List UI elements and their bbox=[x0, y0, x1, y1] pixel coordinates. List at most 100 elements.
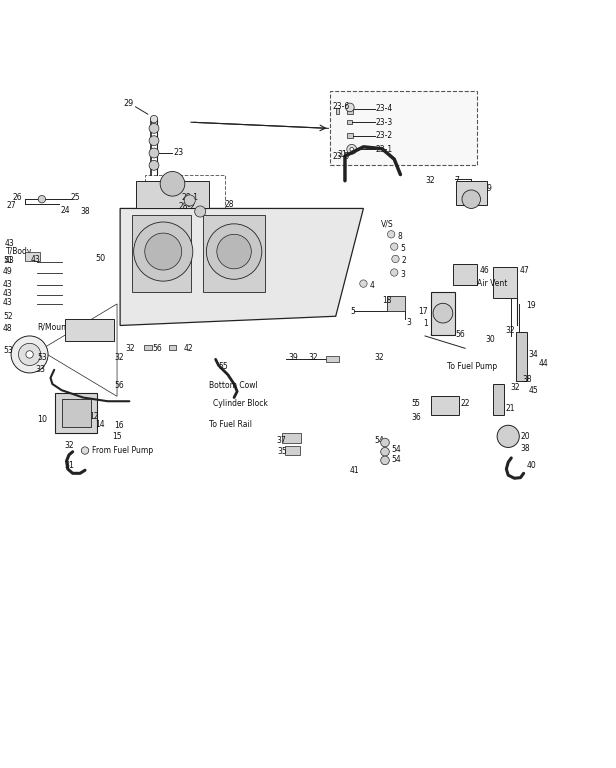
Text: 27: 27 bbox=[6, 201, 16, 210]
Text: 5: 5 bbox=[411, 399, 416, 409]
Bar bbox=[282, 433, 301, 442]
Text: 17: 17 bbox=[418, 306, 428, 316]
Text: 49: 49 bbox=[3, 267, 13, 276]
Text: 39: 39 bbox=[288, 353, 298, 362]
Bar bbox=[493, 384, 504, 415]
Text: 29: 29 bbox=[123, 99, 134, 108]
Text: 22: 22 bbox=[461, 399, 470, 409]
Text: R/Mount: R/Mount bbox=[37, 323, 69, 331]
Text: 23-4: 23-4 bbox=[375, 104, 392, 113]
Text: 43: 43 bbox=[31, 255, 41, 264]
Circle shape bbox=[387, 230, 395, 238]
Text: 19: 19 bbox=[527, 300, 537, 310]
Text: 54: 54 bbox=[391, 455, 401, 464]
Bar bbox=[145, 174, 225, 233]
Text: 34: 34 bbox=[529, 350, 538, 359]
Text: 50: 50 bbox=[95, 254, 105, 263]
Text: 31: 31 bbox=[338, 151, 347, 159]
Text: 20: 20 bbox=[521, 432, 530, 441]
Text: 4: 4 bbox=[370, 281, 375, 290]
Bar bbox=[516, 332, 527, 381]
Text: 1: 1 bbox=[423, 319, 428, 328]
Text: 53: 53 bbox=[37, 353, 47, 362]
Text: 32: 32 bbox=[308, 353, 318, 362]
Text: 38: 38 bbox=[80, 207, 90, 216]
Circle shape bbox=[11, 336, 48, 373]
Text: 13: 13 bbox=[75, 399, 85, 409]
Bar bbox=[347, 134, 353, 138]
Text: 28-1: 28-1 bbox=[182, 193, 199, 202]
Bar bbox=[55, 393, 97, 433]
Text: 24: 24 bbox=[60, 206, 70, 215]
Bar bbox=[169, 345, 176, 350]
Text: To Fuel Pump: To Fuel Pump bbox=[447, 362, 496, 371]
Text: 38: 38 bbox=[521, 444, 530, 453]
Circle shape bbox=[391, 243, 398, 250]
Bar bbox=[336, 108, 339, 114]
Text: 40: 40 bbox=[527, 461, 537, 470]
Bar bbox=[326, 356, 339, 362]
Text: To Fuel Rail: To Fuel Rail bbox=[209, 419, 253, 429]
Circle shape bbox=[38, 196, 46, 203]
Text: 31: 31 bbox=[65, 462, 75, 471]
Text: 43: 43 bbox=[3, 280, 13, 289]
Text: 43: 43 bbox=[5, 257, 15, 265]
Circle shape bbox=[381, 456, 389, 465]
Text: 56: 56 bbox=[114, 381, 124, 389]
Text: 28: 28 bbox=[225, 200, 234, 209]
Text: 38: 38 bbox=[522, 375, 532, 383]
Text: 5: 5 bbox=[400, 244, 405, 253]
Text: Cylinder Block: Cylinder Block bbox=[213, 399, 267, 409]
Text: 45: 45 bbox=[529, 386, 538, 395]
Text: 55: 55 bbox=[219, 362, 229, 371]
Bar bbox=[347, 108, 353, 114]
Bar bbox=[431, 292, 455, 335]
Circle shape bbox=[497, 425, 519, 448]
Text: 26: 26 bbox=[12, 193, 22, 202]
Polygon shape bbox=[132, 214, 191, 292]
Polygon shape bbox=[203, 214, 265, 292]
Circle shape bbox=[149, 136, 159, 146]
Text: 8: 8 bbox=[397, 232, 402, 240]
Text: 28-2: 28-2 bbox=[179, 202, 196, 211]
Text: 47: 47 bbox=[519, 266, 529, 274]
Circle shape bbox=[462, 190, 480, 208]
Text: 32: 32 bbox=[114, 353, 124, 362]
Text: 23-6: 23-6 bbox=[333, 102, 350, 111]
Polygon shape bbox=[120, 208, 363, 326]
Circle shape bbox=[149, 148, 159, 158]
Text: 23-5: 23-5 bbox=[333, 151, 350, 161]
Text: 56: 56 bbox=[153, 344, 163, 353]
Text: 3: 3 bbox=[407, 318, 411, 327]
Bar bbox=[431, 396, 459, 415]
Text: 52: 52 bbox=[3, 312, 13, 321]
Text: 43: 43 bbox=[3, 298, 13, 307]
Polygon shape bbox=[351, 150, 360, 159]
Text: 12: 12 bbox=[89, 412, 99, 421]
Text: 18: 18 bbox=[382, 296, 391, 306]
Text: 23-3: 23-3 bbox=[375, 118, 392, 127]
Bar bbox=[347, 121, 352, 124]
Text: From Fuel Pump: From Fuel Pump bbox=[92, 446, 153, 455]
Bar bbox=[453, 264, 477, 286]
Text: 9: 9 bbox=[487, 184, 492, 194]
Text: 41: 41 bbox=[350, 465, 360, 475]
Text: 14: 14 bbox=[95, 419, 105, 429]
Text: 54: 54 bbox=[375, 436, 384, 445]
Text: 44: 44 bbox=[539, 359, 549, 368]
Bar bbox=[285, 445, 300, 455]
Circle shape bbox=[134, 222, 193, 281]
Text: 32: 32 bbox=[375, 353, 384, 362]
Text: 36: 36 bbox=[411, 413, 421, 422]
Text: 2: 2 bbox=[402, 257, 407, 265]
Text: 23: 23 bbox=[174, 148, 184, 157]
Text: 53: 53 bbox=[3, 346, 13, 355]
Text: 23-2: 23-2 bbox=[375, 131, 392, 141]
Circle shape bbox=[149, 124, 159, 134]
Text: 35: 35 bbox=[277, 447, 287, 456]
Text: 32: 32 bbox=[425, 176, 435, 184]
Text: 32: 32 bbox=[125, 344, 135, 353]
Text: 43: 43 bbox=[5, 239, 15, 248]
Text: 32: 32 bbox=[510, 382, 520, 392]
Text: 56: 56 bbox=[456, 330, 466, 339]
